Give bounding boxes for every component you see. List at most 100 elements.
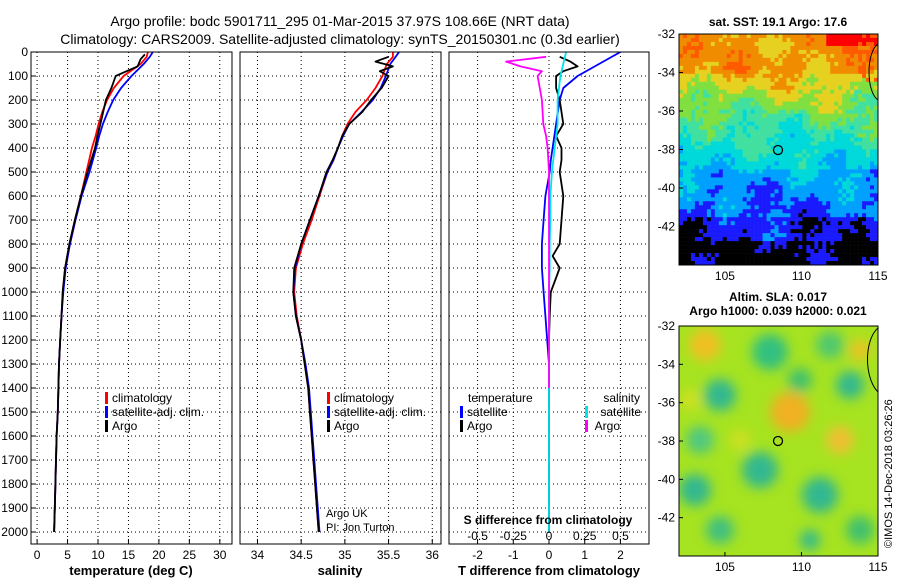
sst-cell [834, 201, 839, 206]
sst-cell [834, 157, 839, 162]
sst-cell [726, 197, 732, 202]
sst-cell [734, 41, 739, 47]
sst-cell [698, 41, 704, 47]
sst-cell [842, 81, 847, 87]
sst-cell [790, 153, 795, 158]
sst-cell [826, 41, 831, 47]
sst-cell [710, 197, 716, 202]
sst-cell [838, 85, 843, 91]
sst-cell [798, 149, 803, 154]
sst-cell [754, 177, 759, 182]
sst-cell [786, 205, 791, 210]
sst-cell [734, 225, 739, 230]
sst-cell [846, 217, 851, 222]
sst-cell [750, 121, 755, 126]
sst-cell [766, 233, 771, 238]
sst-cell [786, 125, 791, 130]
sst-cell [774, 93, 779, 99]
sst-cell [702, 193, 708, 198]
sst-cell [778, 41, 783, 47]
sst-cell [854, 45, 859, 51]
sst-cell [858, 193, 863, 198]
sst-cell [870, 157, 875, 162]
sst-cell [770, 105, 775, 110]
sst-cell [814, 189, 819, 194]
sst-cell [750, 237, 755, 242]
sst-cell [838, 93, 843, 99]
sst-cell [834, 189, 839, 194]
sst-cell [758, 253, 763, 258]
sst-cell [858, 197, 863, 202]
sst-cell [798, 34, 803, 39]
sst-cell [874, 49, 878, 55]
sst-cell [682, 113, 688, 118]
sst-cell [758, 113, 763, 118]
sst-cell [750, 257, 755, 262]
sst-cell [686, 57, 692, 63]
sst-cell [794, 189, 799, 194]
sst-cell [710, 161, 716, 166]
sst-cell [822, 121, 827, 126]
sst-cell [794, 173, 799, 178]
sst-cell [762, 117, 767, 122]
sst-cell [690, 165, 696, 170]
sst-cell [814, 161, 819, 166]
sst-cell [758, 133, 763, 138]
sst-cell [742, 34, 747, 39]
sst-cell [714, 173, 720, 178]
sst-cell [710, 253, 716, 258]
sst-cell [714, 34, 720, 39]
sst-cell [786, 137, 791, 142]
sst-cell [802, 201, 807, 206]
sst-cell [706, 81, 712, 87]
sst-cell [806, 181, 811, 186]
sst-cell [746, 109, 751, 114]
sst-cell [818, 69, 823, 75]
sst-cell [714, 113, 720, 118]
sst-cell [790, 105, 795, 110]
sst-cell [854, 125, 859, 130]
sst-cell [858, 49, 863, 55]
sst-cell [694, 169, 700, 174]
sst-cell [830, 109, 835, 114]
sst-cell [726, 145, 732, 150]
sst-cell [866, 229, 871, 234]
sst-cell [810, 189, 815, 194]
sst-cell [846, 113, 851, 118]
sst-cell [682, 73, 688, 79]
sst-cell [734, 185, 739, 190]
sst-cell [834, 85, 839, 91]
sst-cell [782, 97, 787, 102]
sst-cell [750, 73, 755, 79]
sst-cell [754, 261, 759, 265]
sst-cell [682, 169, 688, 174]
sst-cell [838, 129, 843, 134]
sst-cell [718, 113, 724, 118]
sst-cell [846, 249, 851, 254]
sst-cell [758, 149, 763, 154]
sst-cell [798, 205, 803, 210]
sst-cell [710, 177, 716, 182]
sst-cell [874, 34, 878, 39]
sst-cell [854, 165, 859, 170]
sst-cell [762, 105, 767, 110]
sst-cell [714, 209, 720, 214]
sst-cell [686, 149, 692, 154]
sst-cell [746, 233, 751, 238]
legend-argo-swatch [327, 420, 330, 432]
sst-cell [758, 153, 763, 158]
sst-cell [686, 233, 692, 238]
legend-salinity-heading: salinity [603, 391, 640, 405]
sst-cell [790, 261, 795, 265]
temperature-legend: climatology satellite-adj. clim. Argo [105, 391, 204, 433]
sst-cell [766, 253, 771, 258]
sst-cell [706, 85, 712, 91]
sst-cell [710, 241, 716, 246]
sst-cell [830, 69, 835, 75]
sst-cell [762, 197, 767, 202]
sst-cell [690, 185, 696, 190]
sst-cell [718, 161, 724, 166]
sst-cell [806, 229, 811, 234]
sst-cell [702, 81, 708, 87]
sst-cell [786, 181, 791, 186]
